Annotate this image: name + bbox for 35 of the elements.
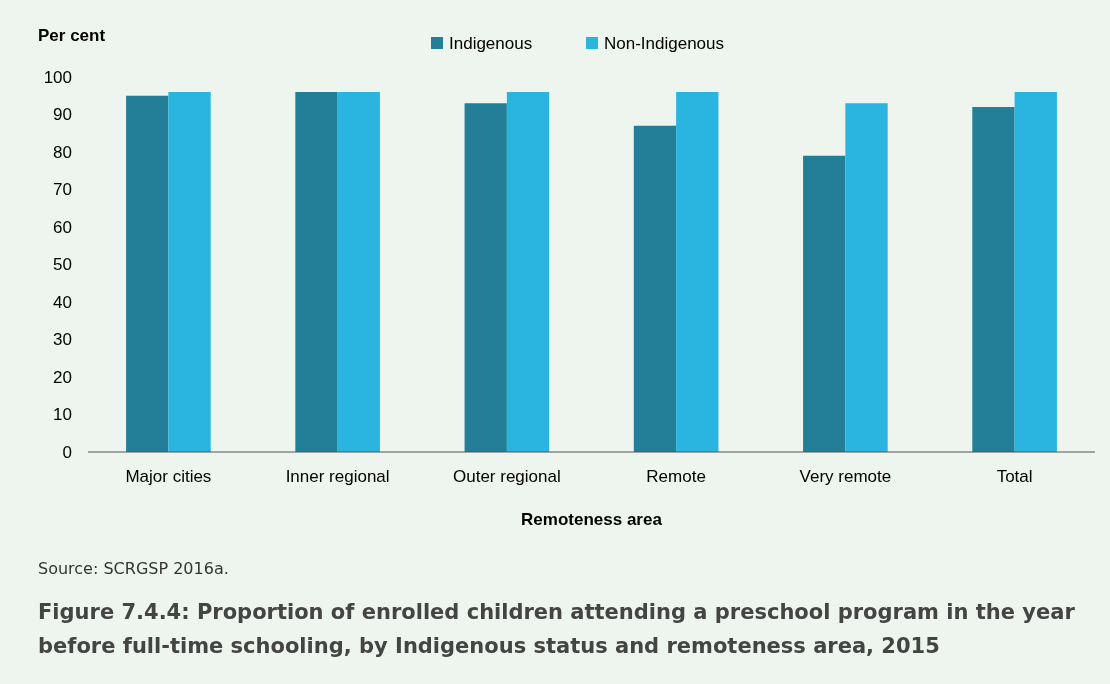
x-tick-label: Remote <box>646 467 706 486</box>
y-tick-label: 20 <box>53 367 72 387</box>
bar <box>168 92 211 452</box>
bar <box>803 155 846 452</box>
x-tick-label: Inner regional <box>285 467 390 486</box>
y-tick-label: 50 <box>53 255 72 275</box>
bar <box>506 92 550 452</box>
y-tick-label: 10 <box>53 405 72 425</box>
y-tick-label: 0 <box>62 442 72 462</box>
x-axis-title: Remoteness area <box>521 510 663 529</box>
y-tick-label: 90 <box>53 105 72 125</box>
bar <box>1014 92 1057 452</box>
text: Figure 7.4.4: Proportion of enrolled children attending a preschool program in the year before full-time schooling, by Indigenous status and remoteness area, 2015 <box>38 600 1076 658</box>
y-tick-label: 60 <box>53 217 72 237</box>
bar <box>972 107 1015 452</box>
y-tick-label: 100 <box>43 67 72 87</box>
y-tick-label: 40 <box>53 292 72 312</box>
bar <box>464 103 507 452</box>
bar <box>633 125 677 452</box>
x-tick-label: Outer regional <box>453 467 561 486</box>
x-tick-label: Major cities <box>125 467 212 486</box>
legend-label: Indigenous <box>449 34 533 53</box>
y-tick-label: 30 <box>53 330 72 350</box>
bar <box>295 92 338 452</box>
legend-label: Non-Indigenous <box>604 34 725 53</box>
y-axis-title: Per cent <box>38 26 106 45</box>
y-tick-label: 70 <box>53 180 72 200</box>
bar <box>337 92 380 452</box>
bar <box>845 103 888 452</box>
bar <box>126 95 169 452</box>
x-tick-label: Very remote <box>799 467 892 486</box>
source-note: Source: SCRGSP 2016a. <box>38 559 229 578</box>
x-tick-label: Total <box>996 467 1033 486</box>
y-tick-label: 80 <box>53 142 72 162</box>
bar <box>676 92 719 452</box>
